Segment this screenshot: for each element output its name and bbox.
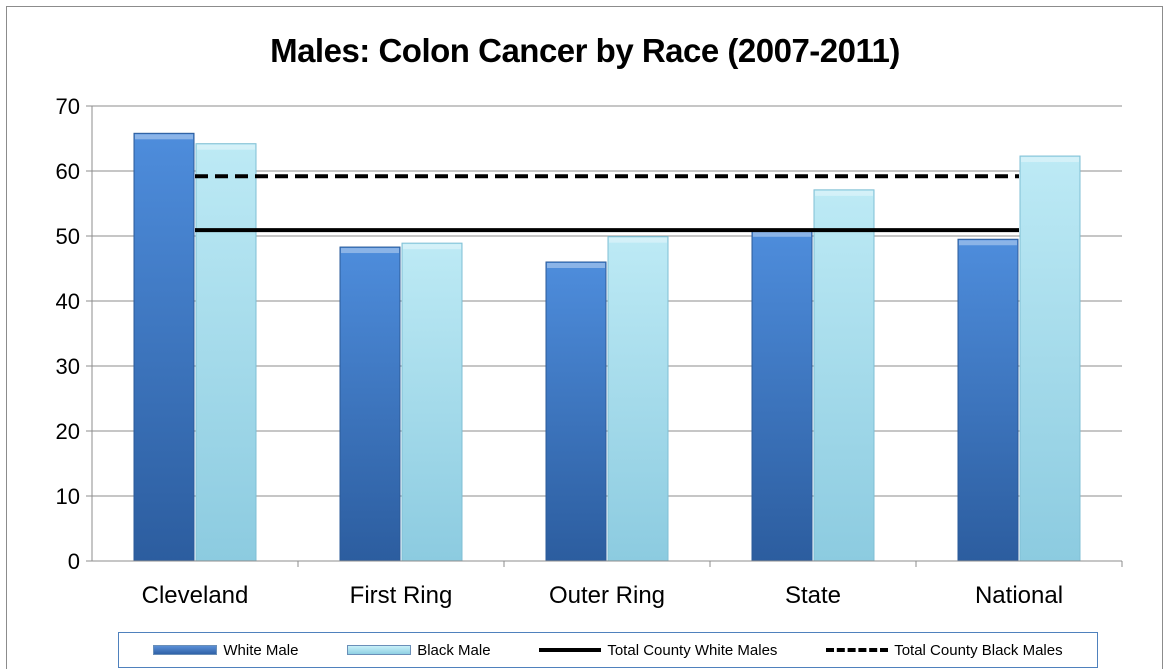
y-tick-label: 70 — [56, 94, 80, 119]
bar-black-male — [195, 143, 257, 562]
bar-white-male — [957, 238, 1019, 562]
chart-title: Males: Colon Cancer by Race (2007-2011) — [270, 32, 900, 69]
chart-frame — [6, 6, 1163, 669]
legend-swatch-black-male — [347, 645, 412, 655]
y-tick-label: 40 — [56, 289, 80, 314]
legend-swatch-county-white — [539, 648, 602, 652]
legend-label-county-white: Total County White Males — [607, 641, 778, 659]
y-tick-label: 0 — [68, 549, 80, 574]
legend-item-black-male: Black Male — [347, 641, 491, 659]
bar-white-male — [751, 230, 813, 562]
legend-item-white-male: White Male — [153, 642, 298, 659]
x-tick-label: Outer Ring — [549, 582, 665, 609]
bar-highlight — [547, 263, 605, 268]
legend-label-white-male: White Male — [223, 641, 299, 659]
bar-highlight — [135, 134, 193, 140]
x-tick-label: First Ring — [350, 582, 453, 609]
legend-item-county-white: Total County White Males — [539, 642, 777, 659]
bar-black-male — [401, 242, 463, 562]
bar-highlight — [197, 144, 255, 150]
bar-highlight — [815, 190, 873, 196]
bar-white-male — [339, 246, 401, 562]
bar-highlight — [341, 248, 399, 254]
legend-label-county-black: Total County Black Males — [894, 641, 1063, 659]
y-tick-label: 50 — [56, 224, 80, 249]
bar-highlight — [753, 231, 811, 237]
bar-black-male — [813, 189, 875, 562]
x-tick-label: State — [785, 582, 841, 609]
bar-highlight — [403, 244, 461, 250]
chart-plot: 0 10 20 30 40 50 60 70 Cleveland First Ring Outer … — [56, 94, 1123, 609]
bar-white-male — [133, 132, 195, 562]
y-tick-label: 60 — [56, 159, 80, 184]
legend-label-black-male: Black Male — [417, 641, 491, 659]
chart-legend: White Male Black Male Total County White… — [118, 632, 1098, 668]
y-tick-label: 10 — [56, 484, 80, 509]
y-tick-label: 30 — [56, 354, 80, 379]
bar-black-male — [607, 236, 669, 562]
bar-highlight — [959, 240, 1017, 246]
y-tick-label: 20 — [56, 419, 80, 444]
legend-swatch-white-male — [153, 645, 218, 655]
bar-highlight — [609, 237, 667, 243]
bar-white-male — [545, 261, 607, 562]
x-tick-label: Cleveland — [142, 582, 249, 609]
legend-swatch-county-black — [826, 648, 889, 652]
bar-highlight — [1021, 157, 1079, 163]
bar-black-male — [1019, 155, 1081, 562]
legend-item-county-black: Total County Black Males — [826, 641, 1063, 659]
x-tick-label: National — [975, 582, 1063, 609]
